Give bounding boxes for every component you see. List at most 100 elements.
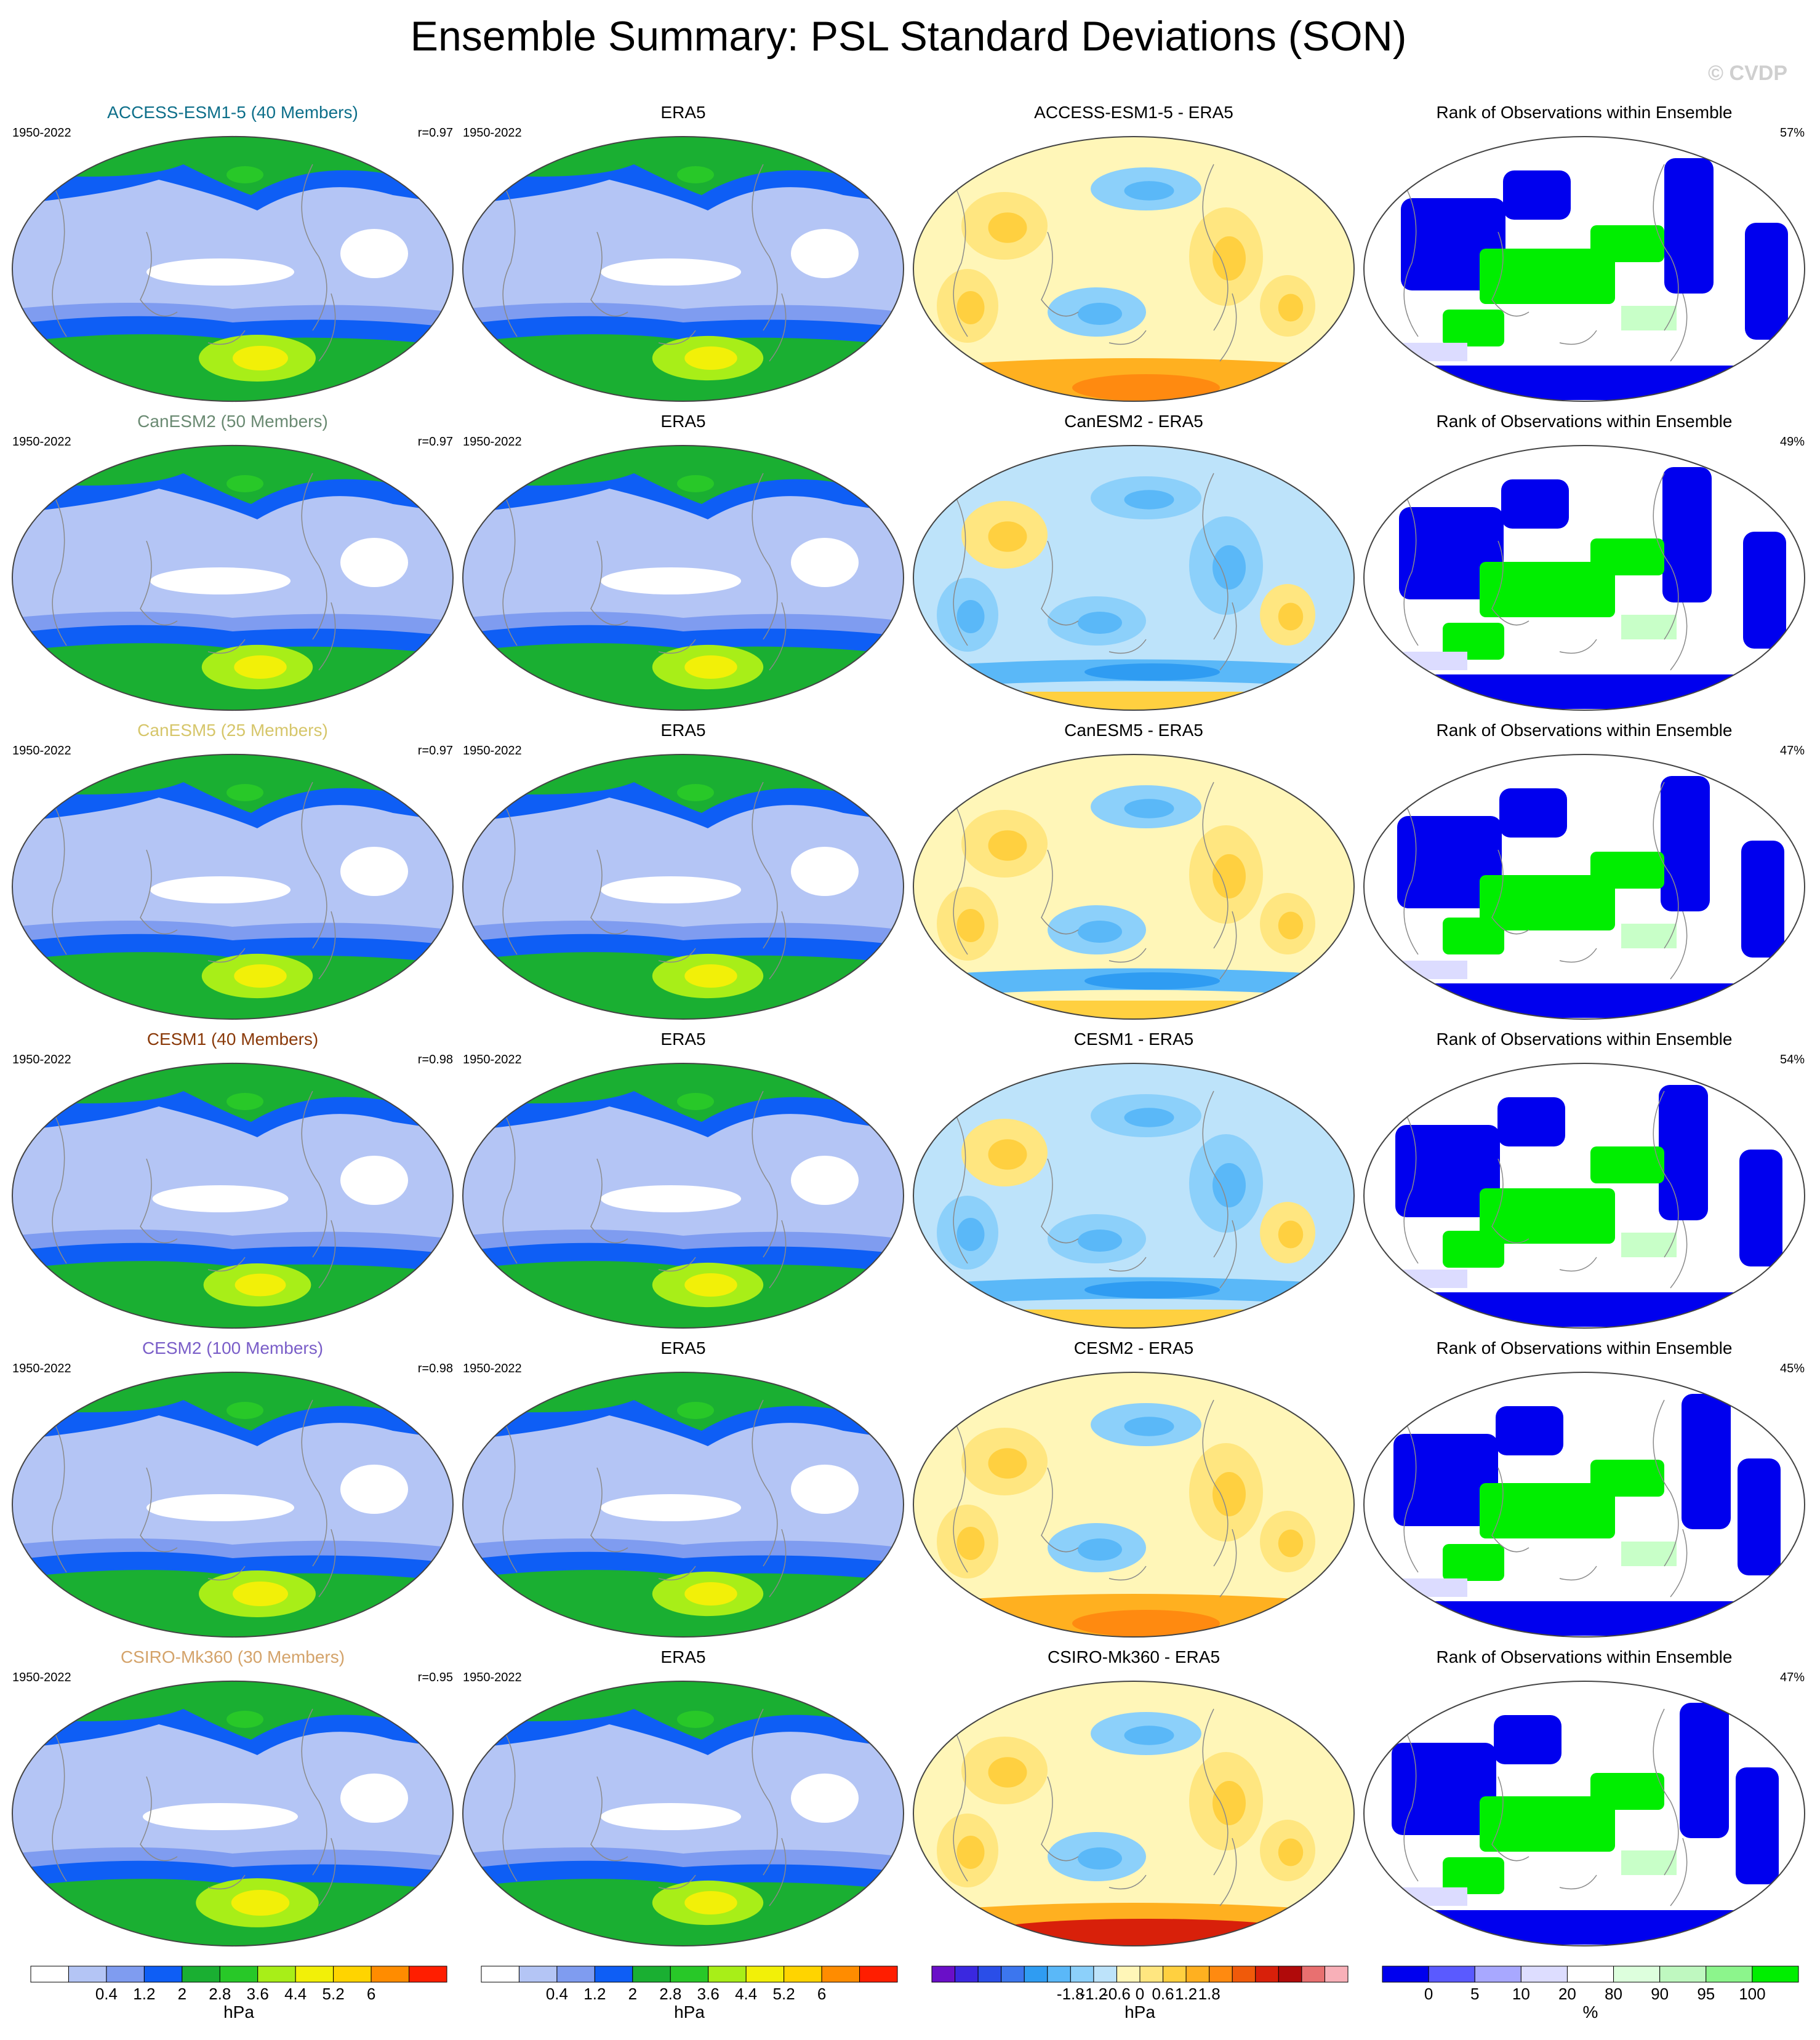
- panel-row4-col3: CESM1 - ERA5: [912, 1030, 1355, 1329]
- colorbar-tick-label: 1.2: [1175, 1985, 1197, 2003]
- diff-anomaly-core: [1124, 1726, 1174, 1745]
- colorbar-row: 0.4 1.2 2 2.8 3.6 4.4 5.2 6 hPa 0.4 1.2 2 2.8 3.6 4.4 5…: [30, 1966, 1799, 2022]
- colorbar-swatch: [1566, 1966, 1614, 1983]
- tropics-minimum: [150, 876, 291, 903]
- rank-low-region: [1741, 841, 1784, 958]
- colorbar-tick-label: 5: [1470, 1985, 1479, 2003]
- nh-maximum: [226, 475, 263, 492]
- difference-title: CanESM5 - ERA5: [1064, 721, 1203, 740]
- colorbar-tick-label: 3.6: [247, 1985, 269, 2003]
- colorbar-tick-label: 0.6: [1152, 1985, 1174, 2003]
- colorbar-tick-label: 4.4: [735, 1985, 757, 2003]
- diff-anomaly-core: [1278, 1838, 1304, 1866]
- nh-maximum: [677, 166, 714, 183]
- map-border: [1363, 445, 1806, 711]
- coastlines: [498, 164, 787, 362]
- sh-maximum-inner: [233, 346, 288, 370]
- colorbar-swatch: [1209, 1966, 1233, 1983]
- rank-low-region: [1682, 1394, 1731, 1529]
- antarctic-anomaly: [913, 1001, 1354, 1019]
- colorbar-3: -1.8-1.2-0.6 0 0.6 1.2 1.8 hPa: [931, 1966, 1349, 2022]
- colorbar-tick-label: 1.8: [1198, 1985, 1221, 2003]
- diff-anomaly-core: [1278, 294, 1304, 322]
- tropics-minimum-east: [791, 847, 859, 896]
- colorbar-tick-label: 0: [1424, 1985, 1433, 2003]
- period-label: 1950-2022: [12, 126, 71, 140]
- tropics-minimum: [152, 1185, 289, 1212]
- diff-anomaly-core: [1278, 602, 1304, 631]
- coastlines: [47, 473, 336, 671]
- tropics-minimum-east: [791, 1465, 859, 1514]
- colorbar-tick-label: 20: [1558, 1985, 1576, 2003]
- pattern-correlation: r=0.97: [418, 744, 453, 758]
- colorbar-unit: %: [1583, 2002, 1598, 2022]
- diff-anomaly-core: [988, 1448, 1027, 1479]
- colorbar-swatch: [670, 1966, 709, 1983]
- coastlines: [47, 782, 336, 980]
- colorbar-swatch: [977, 1966, 1002, 1983]
- diff-anomaly-core: [1124, 799, 1174, 818]
- sh-maximum-inner: [684, 1273, 737, 1297]
- panel-row6-col1: CSIRO-Mk360 (30 Members) 1950-2022 r=0.95: [11, 1647, 454, 1946]
- diff-anomaly-core: [1078, 921, 1122, 943]
- rank-title: Rank of Observations within Ensemble: [1437, 1647, 1733, 1666]
- map-border: [1363, 136, 1806, 402]
- rank-high-region: [1443, 1857, 1504, 1894]
- southern-ocean-peak: [1072, 374, 1220, 401]
- panel-row3-col2: ERA5 1950-2022: [462, 721, 905, 1020]
- colorbar-tick-label: 0.4: [546, 1985, 568, 2003]
- rank-title: Rank of Observations within Ensemble: [1437, 103, 1733, 122]
- colorbar-tick-label: 0: [1136, 1985, 1144, 2003]
- tropics-minimum: [150, 567, 291, 594]
- colorbar-tick-label: 2: [178, 1985, 186, 2003]
- nh-maximum: [677, 1402, 714, 1419]
- colorbar-swatch: [594, 1966, 633, 1983]
- nh-maximum: [226, 1711, 263, 1728]
- coastlines: [948, 1090, 1237, 1289]
- period-label: 1950-2022: [463, 744, 522, 758]
- coastlines: [1399, 1708, 1688, 1906]
- diff-anomaly-core: [1124, 490, 1174, 510]
- map-border: [11, 754, 454, 1020]
- obs-title: ERA5: [660, 1338, 705, 1358]
- nh-maximum: [677, 784, 714, 801]
- panel-row2-col1: CanESM2 (50 Members) 1950-2022 r=0.97: [11, 412, 454, 711]
- nh-maximum: [677, 475, 714, 492]
- rank-low-region: [1401, 198, 1505, 290]
- tropics-minimum-east: [340, 1156, 408, 1205]
- colorbar-tick-label: 5.2: [323, 1985, 345, 2003]
- rank-moderate-high-region: [1621, 1542, 1677, 1566]
- model-title: CSIRO-Mk360 (30 Members): [121, 1647, 345, 1666]
- rank-high-region: [1590, 1146, 1664, 1183]
- colorbar-tick-label: 5.2: [773, 1985, 795, 2003]
- rank-low-region: [1393, 366, 1762, 400]
- panel-row4-col4: Rank of Observations within Ensemble 54%: [1363, 1030, 1806, 1329]
- tropics-minimum-east: [340, 847, 408, 896]
- rank-title: Rank of Observations within Ensemble: [1437, 1030, 1733, 1049]
- rank-high-region: [1480, 1483, 1615, 1538]
- period-label: 1950-2022: [12, 1671, 71, 1684]
- panel-row4-col1: CESM1 (40 Members) 1950-2022 r=0.98: [11, 1030, 454, 1329]
- sh-maximum-inner: [684, 1582, 737, 1606]
- coastlines: [498, 1708, 787, 1906]
- tropics-minimum: [601, 567, 741, 594]
- rank-high-region: [1443, 1544, 1504, 1581]
- model-title: CanESM2 (50 Members): [137, 412, 328, 431]
- rank-moderate-high-region: [1621, 615, 1677, 639]
- rank-moderate-high-region: [1621, 924, 1677, 948]
- colorbar-swatch: [518, 1966, 558, 1983]
- colorbar-tick-label: 2: [628, 1985, 637, 2003]
- diff-anomaly-core: [1213, 1472, 1246, 1516]
- colorbar-swatch: [859, 1966, 898, 1983]
- rank-low-region: [1392, 1743, 1496, 1835]
- colorbar-swatch: [1116, 1966, 1141, 1983]
- rank-high-region: [1443, 918, 1504, 954]
- diff-anomaly-core: [988, 1139, 1027, 1170]
- rank-low-region: [1743, 532, 1786, 649]
- panel-row4-col2: ERA5 1950-2022: [462, 1030, 905, 1329]
- tropics-minimum: [601, 1803, 741, 1830]
- colorbar-tick-label: 0.4: [95, 1985, 118, 2003]
- coastlines: [47, 1090, 336, 1289]
- diff-anomaly-core: [1213, 1163, 1246, 1207]
- colorbar-tick-label: 10: [1512, 1985, 1530, 2003]
